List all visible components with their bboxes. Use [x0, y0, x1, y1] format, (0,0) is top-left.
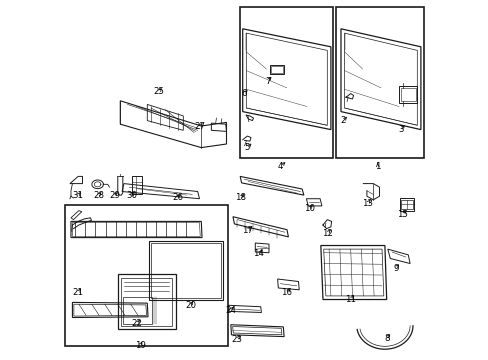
Text: 3: 3	[398, 125, 403, 134]
Text: 16: 16	[281, 288, 292, 297]
Text: 23: 23	[231, 335, 243, 343]
Text: 7: 7	[264, 77, 270, 85]
Text: 24: 24	[225, 306, 236, 315]
Text: 19: 19	[134, 341, 145, 350]
Text: 26: 26	[172, 193, 183, 202]
Text: 18: 18	[234, 194, 245, 202]
Text: 25: 25	[153, 87, 164, 96]
Text: 29: 29	[109, 191, 120, 199]
Text: 10: 10	[303, 204, 314, 213]
Text: 6: 6	[241, 89, 246, 98]
Text: 1: 1	[374, 162, 380, 171]
Text: 21: 21	[73, 288, 83, 297]
Text: 17: 17	[242, 226, 252, 235]
Text: 15: 15	[397, 210, 407, 219]
Text: 30: 30	[126, 191, 138, 199]
Text: 14: 14	[253, 249, 264, 258]
Text: 11: 11	[345, 295, 355, 304]
Text: 22: 22	[131, 320, 142, 328]
Text: 5: 5	[244, 143, 250, 152]
Text: 9: 9	[392, 264, 398, 273]
Text: 20: 20	[184, 301, 196, 310]
Text: 27: 27	[194, 122, 204, 131]
Text: 4: 4	[277, 162, 283, 171]
Text: 28: 28	[93, 191, 104, 199]
Text: 8: 8	[383, 334, 388, 343]
Text: 12: 12	[321, 229, 332, 238]
Text: 13: 13	[362, 199, 372, 208]
Text: 31: 31	[73, 191, 83, 199]
Text: 2: 2	[340, 116, 346, 125]
